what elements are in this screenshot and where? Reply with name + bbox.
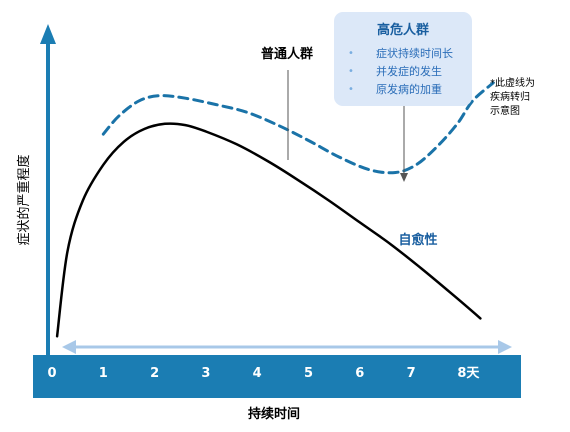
x-tick-label: 4 [253,366,262,381]
high-risk-dashed-curve [101,81,495,175]
high-risk-bullet: • [348,66,354,77]
normal-population-label: 普通人群 [261,46,313,62]
high-risk-item: 原发病的加重 [376,82,442,96]
high-risk-leader-arrowhead [400,173,408,182]
y-axis-arrowhead [40,24,56,44]
high-risk-title: 高危人群 [377,22,429,38]
recovery-label: 自愈性 [398,232,437,248]
x-axis-bar [33,355,521,398]
x-tick-label: 7 [407,366,416,381]
high-risk-callout: 高危人群 • 症状持续时间长 • 并发症的发生 • 原发病的加重 [334,12,472,106]
x-tick-label: 5 [304,366,313,381]
dashed-note-line: 示意图 [490,104,520,117]
x-tick-label: 1 [99,366,108,381]
x-axis-label: 持续时间 [248,406,300,422]
x-tick-label: 0 [47,366,56,381]
high-risk-item: 并发症的发生 [376,64,442,78]
dashed-note-line: 疾病转归 [490,90,530,103]
series-group [55,81,495,338]
x-tick-label: 6 [355,366,364,381]
normal-population-curve [55,122,482,338]
dashed-note-line: *此虚线为 [490,76,535,89]
high-risk-item: 症状持续时间长 [376,46,453,60]
x-tick-labels: 0 1 2 3 4 5 6 7 8天 [47,366,480,381]
duration-range-arrow [62,340,512,354]
x-tick-label: 2 [150,366,159,381]
high-risk-box [334,12,472,106]
x-tick-label: 3 [201,366,210,381]
high-risk-bullet: • [348,48,354,59]
y-axis-label: 症状的严重程度 [16,154,32,245]
x-tick-label: 8天 [457,366,480,381]
high-risk-bullet: • [348,84,354,95]
